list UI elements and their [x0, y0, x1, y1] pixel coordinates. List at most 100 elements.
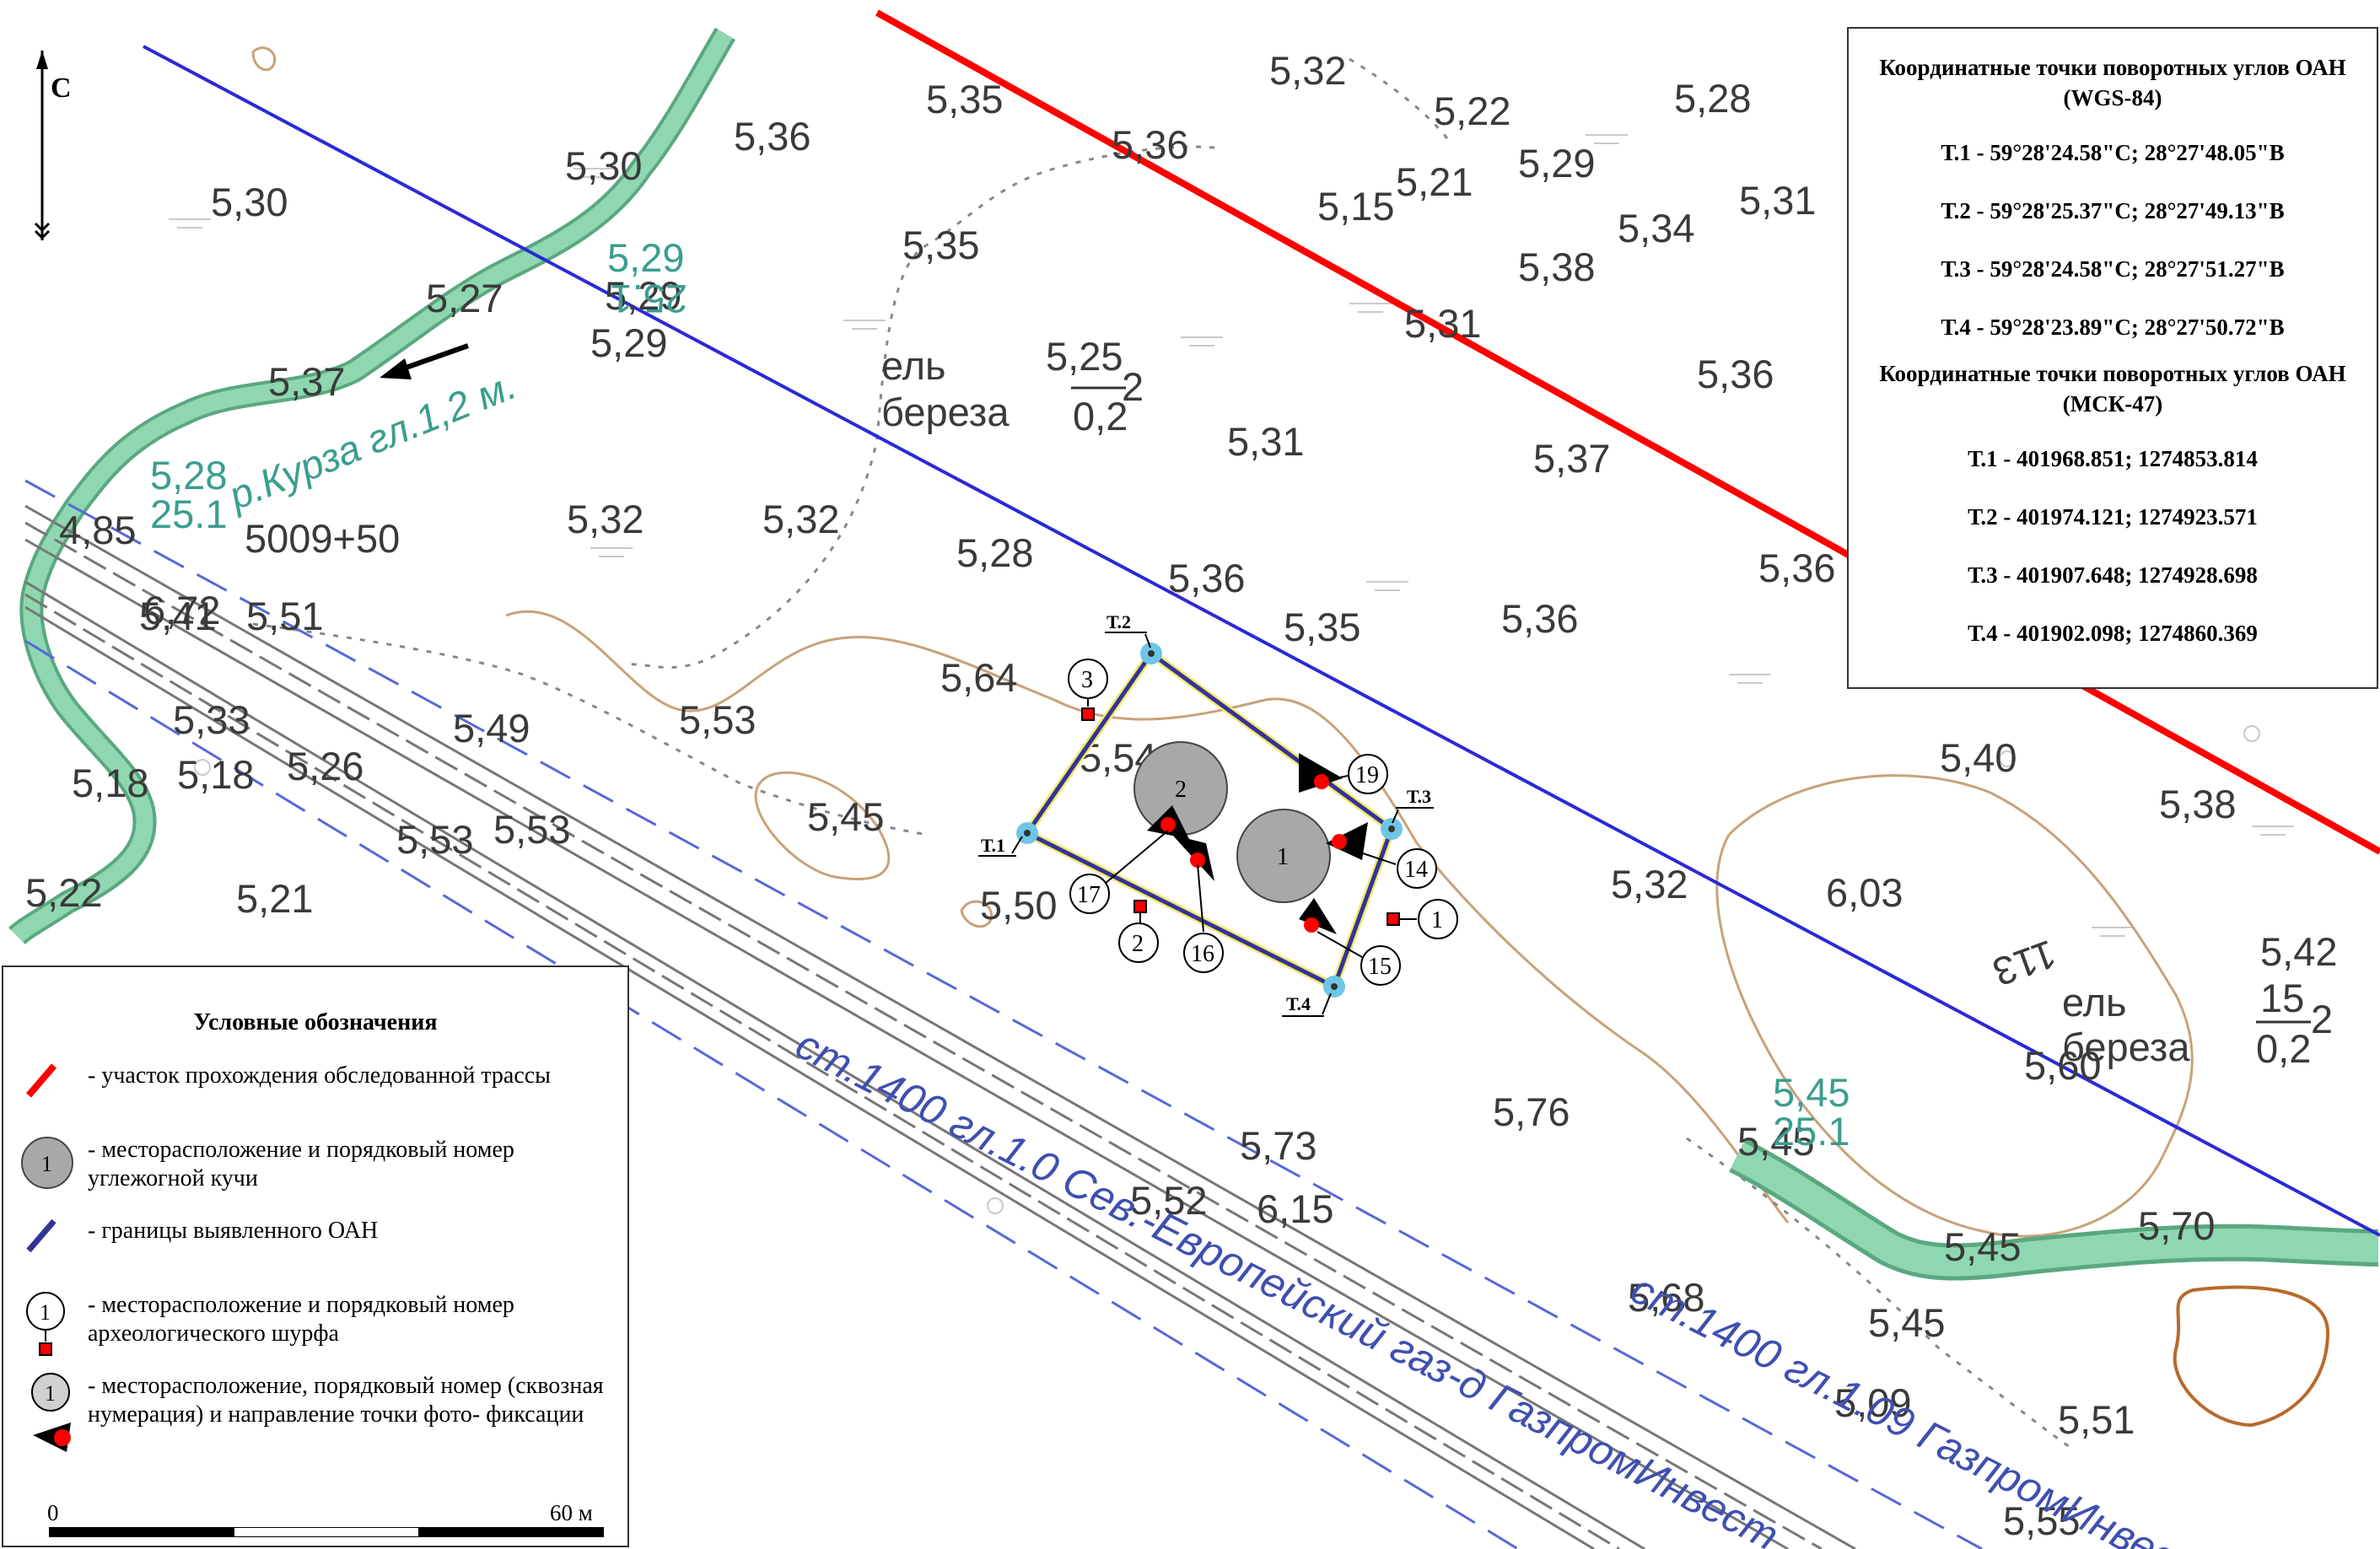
elevation-label: 5,37 [1533, 436, 1610, 481]
msk-title: Координатные точки поворотных углов ОАН … [1879, 361, 2346, 417]
pit-number: 1 [1431, 907, 1443, 933]
elevation-label: 5,32 [1269, 48, 1346, 93]
scale-start: 0 [47, 1500, 59, 1525]
corner-label: Т.2 [1107, 611, 1131, 632]
pipeline-blue-dashes [24, 479, 1983, 1549]
photo-point-14: 14 [1326, 822, 1437, 889]
pit-3: 3 [1068, 659, 1108, 721]
legend-item-photo: 1 - месторасположение, порядковый номер … [20, 1372, 611, 1452]
pit-1: 1 [1387, 899, 1458, 939]
elevation-label: 6,15 [1257, 1186, 1333, 1231]
route-symbol-icon [20, 1062, 88, 1112]
elevation-label: 5,21 [236, 876, 313, 921]
photo-point-15: 15 [1299, 898, 1401, 986]
elevation-label: 5,31 [1739, 178, 1816, 223]
photo-point-19: 19 [1299, 753, 1388, 794]
elevation-label: 5,68 [1628, 1275, 1704, 1320]
corner-label: Т.1 [981, 835, 1005, 856]
pit-symbol-icon: 1 [20, 1291, 88, 1356]
teal-label: 5,45 [1773, 1070, 1850, 1115]
elevation-label: 5,40 [1940, 735, 2017, 780]
legend-text: - месторасположение и порядковый номер а… [88, 1292, 514, 1347]
elevation-label: 5,64 [940, 655, 1017, 700]
photo-point-16: 16 [1172, 835, 1224, 973]
photo-point-17: 17 [1069, 805, 1189, 914]
north-label: С [51, 73, 72, 104]
elevation-label: 5,35 [902, 223, 979, 267]
elevation-label: 5,38 [1518, 245, 1595, 289]
north-arrow: С [25, 51, 76, 245]
legend-text: - месторасположение, порядковый номер (с… [88, 1373, 604, 1428]
elevation-label: 5,60 [2024, 1043, 2101, 1088]
charcoal-pile-1 [1236, 809, 1331, 903]
legend-text: - участок прохождения обследованной трас… [88, 1062, 551, 1089]
tree-fraction: 15 0,2 2 [2256, 976, 2333, 1071]
corner-label: Т.3 [1407, 786, 1431, 807]
svg-text:1: 1 [41, 1152, 52, 1176]
elevation-label: 5,35 [926, 77, 1003, 121]
elevation-label: 5,32 [567, 497, 643, 541]
elevation-label: 5,26 [287, 744, 363, 788]
elevation-label: 5,29 [1518, 141, 1595, 186]
elevation-label: 5,51 [246, 594, 323, 638]
elevation-label: 5,45 [1944, 1224, 2021, 1269]
veg-label: береза [881, 390, 1010, 434]
elevation-label: 5,27 [426, 276, 503, 320]
elevation-label: 5,28 [1674, 76, 1751, 121]
elevation-label: 5,45 [807, 794, 884, 839]
elevation-label: 4,85 [59, 508, 136, 552]
elevation-label: 5,29 [590, 320, 667, 365]
elevation-label: 5,29 [605, 273, 681, 318]
elevation-label: 5,32 [1611, 862, 1688, 906]
elevation-label: 5,73 [1240, 1123, 1317, 1168]
elevation-label: 5,49 [453, 706, 530, 750]
elevation-label: 5,22 [25, 870, 102, 915]
svg-text:1: 1 [40, 1300, 51, 1325]
veg-label: береза [2062, 1025, 2190, 1069]
surveyed-route [875, 9, 2380, 855]
photo-number: 17 [1077, 882, 1101, 908]
corner-t2: Т.2 [1105, 611, 1162, 664]
fraction-den: 0,2 [1073, 394, 1128, 438]
elevation-label: 5,36 [1168, 556, 1245, 600]
elevation-label: 5,35 [1284, 605, 1360, 649]
legend: Условные обозначения - участок прохожден… [2, 965, 629, 1547]
elevation-label: 5,34 [1618, 206, 1694, 250]
teal-label: 25.1 [150, 492, 227, 536]
pile-number: 1 [1277, 844, 1289, 870]
elevation-label: 5,31 [1227, 419, 1304, 464]
pile-symbol-icon: 1 [20, 1136, 88, 1189]
elevation-label: 6,72 [143, 588, 220, 632]
veg-label: ель [2062, 980, 2127, 1025]
blue-line-113 [143, 45, 2380, 1237]
fraction-num: 15 [2260, 976, 2304, 1020]
pit-2: 2 [1118, 900, 1159, 963]
elevation-label: 5,36 [1758, 546, 1835, 590]
elevation-label: 5,22 [1434, 89, 1510, 133]
photo-number: 19 [1355, 762, 1379, 788]
elevation-label: 5,31 [1404, 301, 1481, 346]
elevation-label: 5,30 [211, 180, 288, 224]
oan-area: 2 1 Т.1 Т.2 Т.3 Т.4 [978, 611, 1458, 1017]
wgs-point: Т.4 - 59°28'23.89"С; 28°27'50.72"В [1941, 315, 2285, 340]
photo-number: 15 [1368, 954, 1392, 980]
elevation-label: 5,15 [1317, 184, 1394, 229]
legend-item-pit: 1 - месторасположение и порядковый номер… [20, 1291, 611, 1356]
elevation-label: 5,70 [2138, 1203, 2215, 1248]
veg-label: ель [881, 343, 946, 388]
elevation-label: 5,21 [1396, 159, 1473, 204]
scale-bar-fill [49, 1527, 604, 1537]
elevation-label: 5,45 [1868, 1300, 1945, 1345]
elevation-label: 5,30 [565, 143, 642, 188]
elevation-label: 5,36 [1112, 122, 1188, 167]
elevation-label: 5,36 [1501, 596, 1578, 641]
corner-t1: Т.1 [978, 822, 1038, 857]
coordinates-panel: Координатные точки поворотных углов ОАН … [1847, 27, 2378, 689]
legend-text: - границы выявленного ОАН [88, 1218, 379, 1244]
photo-number: 14 [1404, 857, 1428, 883]
boundary-symbol-icon [20, 1217, 88, 1267]
elevation-labels: 5,32 5,35 5,22 5,28 5,36 5,36 5,29 5,30 5,30 5,21… [25, 48, 2337, 1543]
fraction-side: 2 [1122, 364, 1144, 409]
wgs-point: Т.3 - 59°28'24.58"С; 28°27'51.27"В [1941, 256, 2285, 282]
flow-arrow [380, 343, 469, 379]
